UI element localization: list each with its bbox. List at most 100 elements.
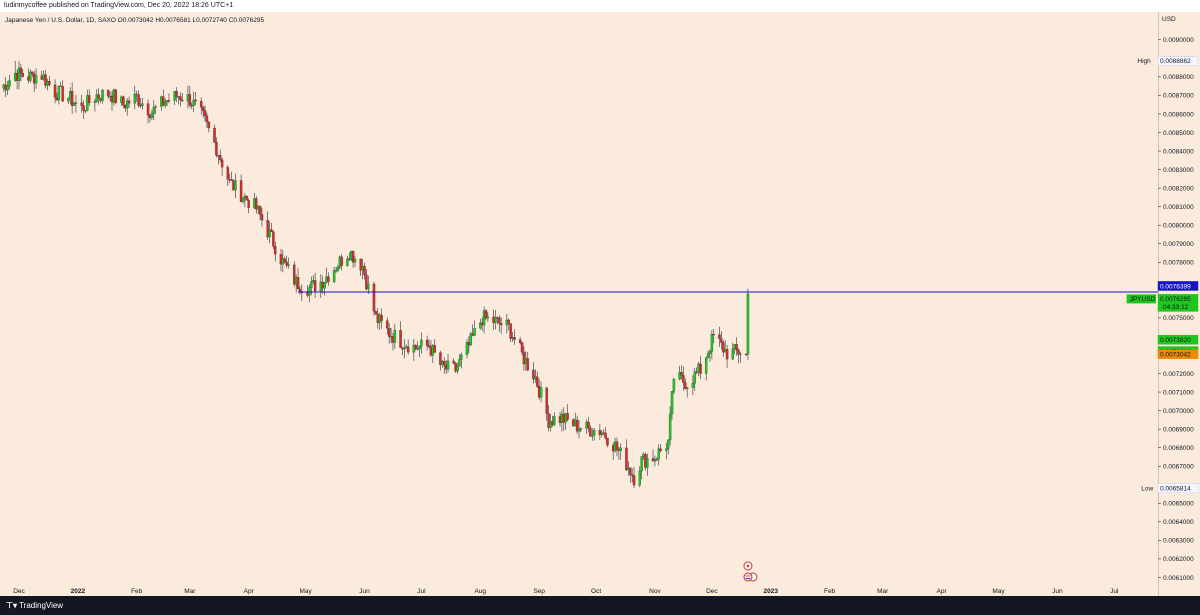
candle-body (31, 71, 34, 74)
candle (646, 453, 649, 476)
price-tag-name-box (1126, 294, 1156, 304)
candle (300, 284, 304, 302)
y-tick-label: 0.0069000 (1163, 426, 1194, 433)
candle-body (241, 197, 245, 203)
candle-body (258, 205, 262, 215)
candle-body (234, 180, 237, 191)
candle (293, 261, 296, 287)
candle-body (668, 413, 672, 441)
candle (21, 69, 25, 78)
candle (6, 81, 9, 96)
candle (272, 230, 275, 250)
candle (393, 323, 397, 349)
candle (600, 430, 604, 438)
candle (19, 63, 23, 82)
candle-body (469, 333, 473, 346)
candle (446, 353, 450, 373)
candle (587, 416, 590, 433)
candle-body (630, 474, 634, 476)
candle-body (665, 448, 668, 451)
y-tick-label: 0.0086000 (1163, 111, 1194, 118)
candle (427, 339, 431, 348)
candle (137, 90, 140, 108)
candle-body (363, 266, 366, 275)
candle-body (188, 94, 192, 106)
candle-body (657, 448, 660, 460)
candle-body (672, 379, 676, 392)
candle-body (122, 96, 125, 106)
candle (604, 427, 607, 440)
published-header: ludinmycoffee published on TradingView.c… (0, 0, 1200, 12)
candle-body (293, 264, 296, 285)
price-tag-box (1157, 56, 1199, 66)
candle-body (175, 91, 178, 98)
candle (718, 326, 721, 347)
candle (152, 100, 155, 121)
candle-body (194, 99, 197, 102)
candle (17, 60, 21, 90)
candle (31, 71, 34, 77)
candle (359, 258, 362, 276)
candle-body (708, 351, 712, 354)
candle-body (220, 159, 224, 168)
candle-body (48, 81, 51, 85)
candle (532, 362, 535, 384)
candle-body (215, 142, 218, 156)
price-tag-box (1157, 281, 1199, 291)
candle-body (646, 458, 649, 468)
candle (536, 371, 539, 389)
candle-body (507, 319, 510, 324)
y-tick-label: 0.0065000 (1163, 501, 1194, 508)
candle-body (179, 96, 182, 101)
candle-body (456, 366, 459, 372)
y-tick-label: 0.0083000 (1163, 167, 1194, 174)
candle-body (82, 105, 85, 111)
x-tick-label: Oct (591, 588, 601, 595)
symbol-legend: Japanese Yen / U.S. Dollar, 1D, SAXO O0.… (5, 17, 265, 24)
candle (53, 79, 57, 104)
price-tag-box (1157, 349, 1199, 359)
candle-body (653, 459, 657, 462)
candle-body (274, 246, 277, 255)
candle-body (566, 413, 569, 420)
candle-body (386, 320, 389, 329)
candle-body (494, 317, 497, 324)
candle-body (313, 280, 317, 292)
candle (146, 99, 150, 124)
candle-body (393, 330, 397, 343)
candle-body (577, 428, 581, 432)
candle (414, 344, 417, 351)
candle-body (44, 74, 47, 86)
candle-body (146, 103, 150, 116)
candle-body (678, 372, 681, 380)
candle (125, 97, 129, 116)
candle-body (589, 427, 592, 437)
candle-body (106, 89, 110, 97)
candle (167, 93, 171, 104)
candle (412, 338, 416, 361)
candle-body (310, 281, 313, 288)
tradingview-logo[interactable]: ⊤▾ TradingView (0, 596, 63, 615)
candle (499, 317, 503, 334)
candle-body (239, 180, 243, 203)
candle-body (359, 259, 362, 271)
y-tick-label: 0.0062000 (1163, 556, 1194, 563)
candle-body (712, 334, 716, 336)
candle (518, 336, 522, 345)
candle-body (427, 345, 431, 348)
candle-body (587, 421, 590, 429)
candle (70, 82, 74, 114)
candle (406, 339, 410, 355)
candle (323, 281, 326, 296)
candles-layer (2, 60, 750, 489)
candle (598, 423, 602, 440)
candle-body (74, 102, 78, 104)
candle (659, 444, 662, 453)
plot-area[interactable] (0, 12, 1158, 596)
price-tag-value: 0.0065814 (1160, 486, 1191, 493)
candle (672, 377, 676, 394)
candle (84, 110, 87, 114)
candle (706, 350, 710, 359)
candle-body (606, 437, 609, 446)
